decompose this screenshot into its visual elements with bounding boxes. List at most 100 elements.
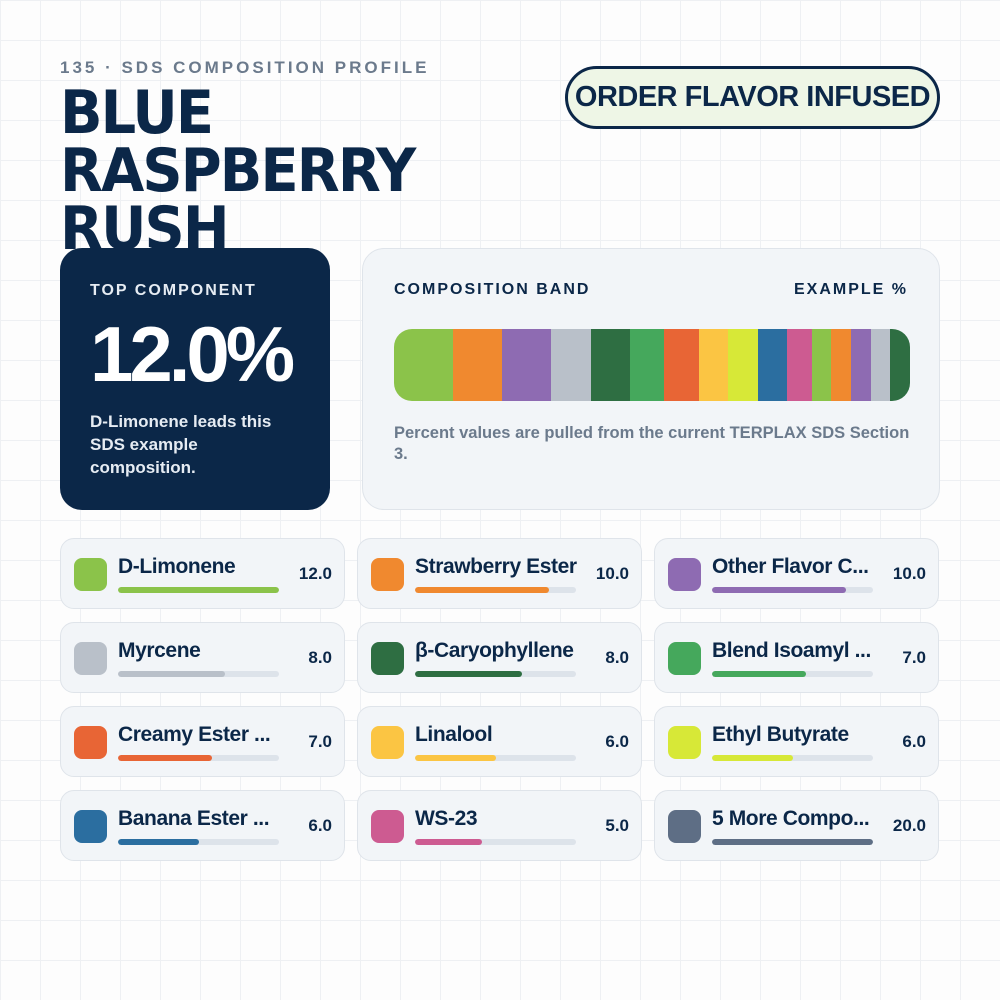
- component-swatch: [371, 642, 404, 675]
- component-bar-track: [118, 587, 279, 593]
- band-segment: [452, 329, 503, 401]
- top-component-value: 12.0%: [90, 310, 295, 398]
- band-segment: [590, 329, 630, 401]
- component-bar: [118, 587, 279, 593]
- component-swatch: [74, 726, 107, 759]
- band-segment: [629, 329, 665, 401]
- component-name: Blend Isoamyl ...: [712, 639, 871, 662]
- component-bar: [118, 671, 226, 677]
- component-bar: [415, 587, 550, 593]
- component-bar: [415, 755, 496, 761]
- band-segment: [811, 329, 832, 401]
- component-bar-track: [118, 671, 279, 677]
- component-swatch: [668, 642, 701, 675]
- component-row: Creamy Ester ... 7.0: [60, 706, 345, 777]
- component-swatch: [371, 726, 404, 759]
- component-name: Other Flavor C...: [712, 555, 869, 578]
- top-component-description: D-Limonene leads this SDS example compos…: [90, 412, 272, 477]
- band-segment: [394, 329, 453, 401]
- component-bar-track: [712, 755, 873, 761]
- component-value: 20.0: [892, 816, 926, 835]
- band-segment: [698, 329, 729, 401]
- component-value: 10.0: [595, 564, 629, 583]
- component-row: D-Limonene 12.0: [60, 538, 345, 609]
- component-swatch: [74, 642, 107, 675]
- component-bar: [118, 839, 199, 845]
- component-row: Ethyl Butyrate 6.0: [654, 706, 939, 777]
- component-row: β-Caryophyllene 8.0: [357, 622, 642, 693]
- component-row: Other Flavor C... 10.0: [654, 538, 939, 609]
- top-component-card: TOP COMPONENT 12.0% D-Limonene leads thi…: [60, 248, 330, 510]
- component-name: Banana Ester ...: [118, 807, 270, 830]
- component-bar: [415, 671, 523, 677]
- component-bar: [415, 839, 483, 845]
- component-value: 12.0: [298, 564, 332, 583]
- component-bar-track: [712, 671, 873, 677]
- component-swatch: [668, 726, 701, 759]
- band-segment: [831, 329, 851, 401]
- component-name: Myrcene: [118, 639, 201, 662]
- component-bar-track: [415, 839, 576, 845]
- component-value: 7.0: [308, 732, 332, 751]
- component-name: Creamy Ester ...: [118, 723, 271, 746]
- component-value: 6.0: [605, 732, 629, 751]
- band-segment: [787, 329, 812, 401]
- page-title: BLUE RASPBERRY RUSH: [60, 78, 416, 264]
- component-row: Strawberry Ester 10.0: [357, 538, 642, 609]
- component-bar: [712, 839, 873, 845]
- component-list: D-Limonene 12.0 Strawberry Ester 10.0 Other …: [60, 538, 940, 861]
- band-segment: [551, 329, 591, 401]
- component-name: Ethyl Butyrate: [712, 723, 849, 746]
- component-bar: [712, 671, 806, 677]
- component-row: Myrcene 8.0: [60, 622, 345, 693]
- component-swatch: [74, 558, 107, 591]
- composition-band-unit: EXAMPLE %: [793, 281, 908, 298]
- composition-band-title: COMPOSITION BAND: [394, 281, 591, 298]
- component-bar: [118, 755, 212, 761]
- component-swatch: [74, 810, 107, 843]
- composition-band-card: COMPOSITION BAND EXAMPLE % Percent value…: [362, 248, 940, 510]
- band-segment: [850, 329, 871, 401]
- component-row: Banana Ester ... 6.0: [60, 790, 345, 861]
- component-name: WS-23: [415, 807, 478, 830]
- band-segment: [664, 329, 699, 401]
- composition-band-bar: [394, 329, 910, 401]
- band-segment: [757, 329, 788, 401]
- order-flavor-infused-button[interactable]: ORDER FLAVOR INFUSED: [565, 66, 940, 129]
- component-bar-track: [712, 839, 873, 845]
- component-swatch: [668, 558, 701, 591]
- band-segment: [728, 329, 758, 401]
- component-value: 6.0: [308, 816, 332, 835]
- top-component-label: TOP COMPONENT: [90, 282, 257, 299]
- component-swatch: [371, 558, 404, 591]
- component-bar: [712, 755, 793, 761]
- component-row: WS-23 5.0: [357, 790, 642, 861]
- band-segment: [890, 329, 910, 401]
- component-value: 7.0: [902, 648, 926, 667]
- component-bar-track: [415, 587, 576, 593]
- component-bar: [712, 587, 847, 593]
- component-value: 8.0: [308, 648, 332, 667]
- component-bar-track: [118, 755, 279, 761]
- component-row: Blend Isoamyl ... 7.0: [654, 622, 939, 693]
- component-bar-track: [712, 587, 873, 593]
- component-row: Linalool 6.0: [357, 706, 642, 777]
- component-value: 5.0: [605, 816, 629, 835]
- component-bar-track: [118, 839, 279, 845]
- component-name: β-Caryophyllene: [415, 639, 574, 662]
- component-value: 10.0: [892, 564, 926, 583]
- component-swatch: [668, 810, 701, 843]
- component-value: 6.0: [902, 732, 926, 751]
- component-name: Strawberry Ester: [415, 555, 577, 578]
- component-value: 8.0: [605, 648, 629, 667]
- band-segment: [502, 329, 552, 401]
- composition-band-note: Percent values are pulled from the curre…: [394, 424, 910, 463]
- component-name: 5 More Compo...: [712, 807, 870, 830]
- component-row: 5 More Compo... 20.0: [654, 790, 939, 861]
- component-name: D-Limonene: [118, 555, 236, 578]
- component-bar-track: [415, 671, 576, 677]
- component-name: Linalool: [415, 723, 493, 746]
- band-segment: [870, 329, 891, 401]
- eyebrow-label: 135 · SDS COMPOSITION PROFILE: [60, 58, 430, 77]
- component-bar-track: [415, 755, 576, 761]
